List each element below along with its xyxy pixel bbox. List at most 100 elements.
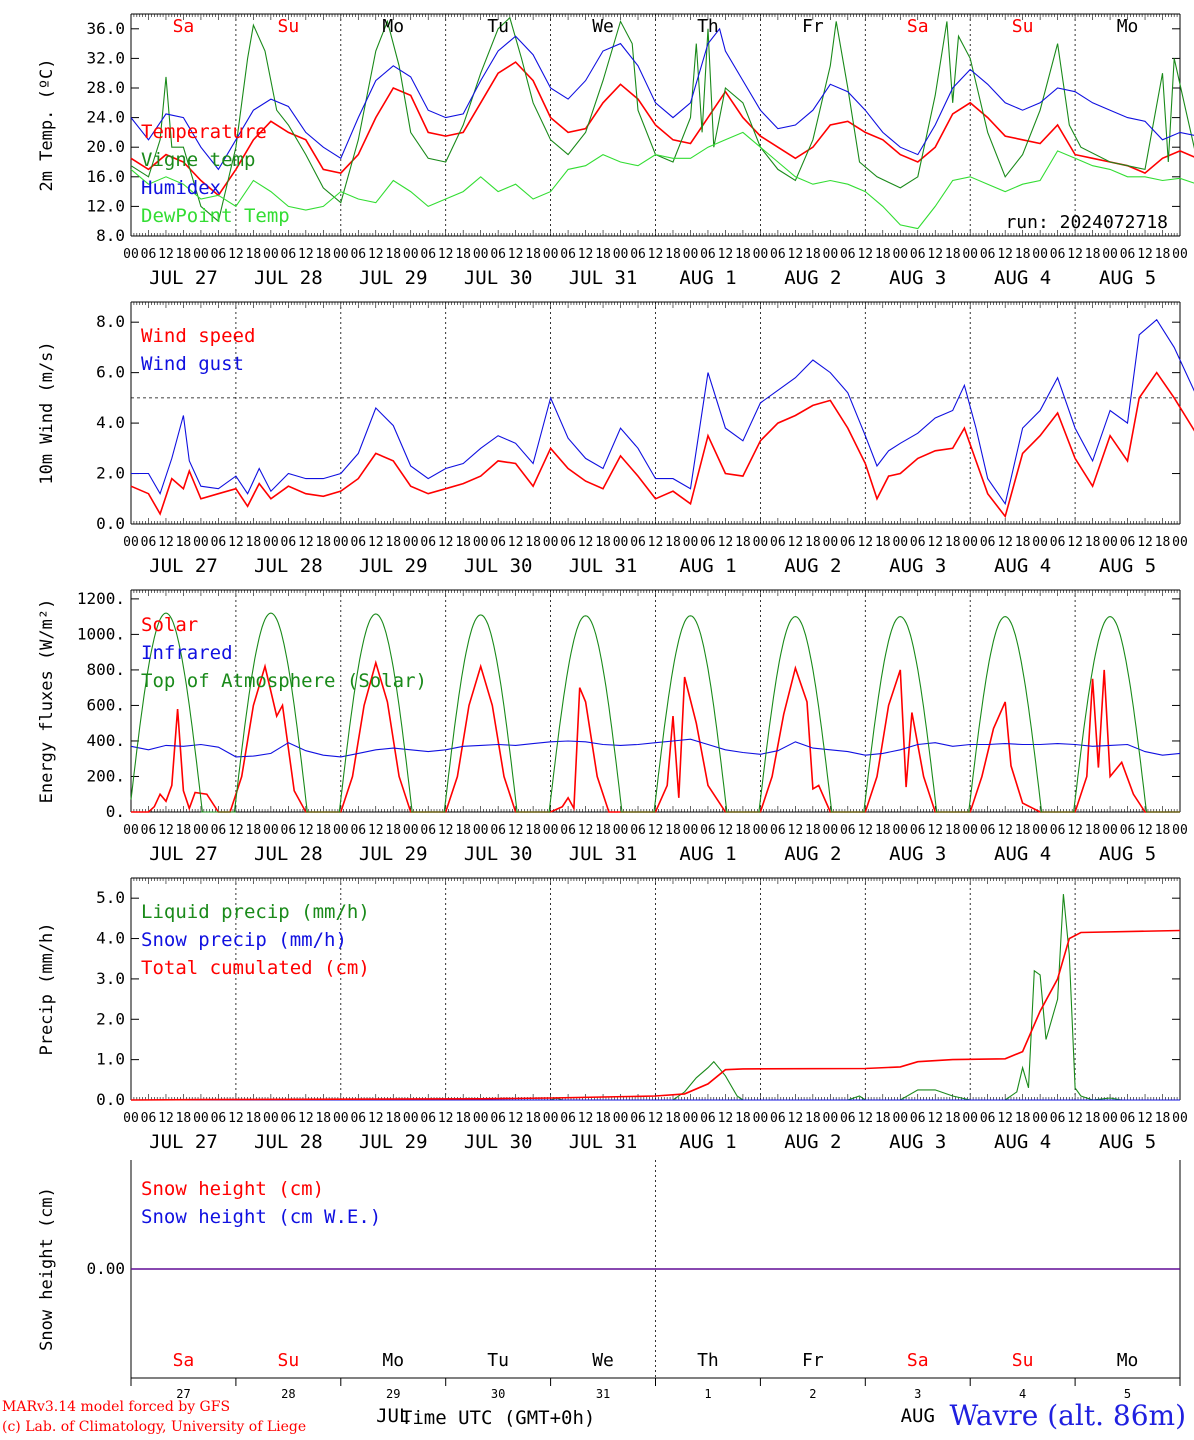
hour-tick-label: 12 xyxy=(438,1111,454,1126)
hour-tick-label: 00 xyxy=(473,823,489,838)
date-label: AUG 5 xyxy=(1099,1131,1156,1153)
hour-tick-label: 06 xyxy=(211,1111,227,1126)
hour-tick-label: 18 xyxy=(595,535,611,550)
y-tick-label: 0.00 xyxy=(86,1259,125,1278)
weekday-label: We xyxy=(592,16,614,37)
y-tick-label: 2.0 xyxy=(96,464,125,483)
hour-tick-label: 18 xyxy=(385,247,401,262)
hour-tick-label: 18 xyxy=(875,247,891,262)
hour-tick-label: 12 xyxy=(718,1111,734,1126)
y-axis-label: Energy fluxes (W/m²) xyxy=(37,599,57,804)
hour-tick-label: 00 xyxy=(962,247,978,262)
panel-3: 0. 200. 400. 600. 800. 1000. 1200. Energy fluxe… xyxy=(37,589,1188,865)
series-top-of-atmosphere-solar xyxy=(935,616,1076,813)
hour-tick-label: 06 xyxy=(770,823,786,838)
hour-tick-label: 00 xyxy=(333,535,349,550)
hour-tick-label: 18 xyxy=(455,535,471,550)
hour-tick-label: 12 xyxy=(228,247,244,262)
hour-tick-label: 00 xyxy=(473,247,489,262)
hour-tick-label: 00 xyxy=(263,1111,279,1126)
weekday-label: Mo xyxy=(382,16,404,37)
hour-tick-label: 18 xyxy=(1015,535,1031,550)
y-tick-label: 8.0 xyxy=(96,226,125,245)
hour-tick-label: 06 xyxy=(980,247,996,262)
hour-tick-label: 06 xyxy=(910,1111,926,1126)
hour-tick-label: 18 xyxy=(945,535,961,550)
date-label: AUG 2 xyxy=(784,555,841,577)
hour-tick-label: 18 xyxy=(525,823,541,838)
hour-tick-label: 18 xyxy=(735,247,751,262)
date-label: JUL 27 xyxy=(149,1131,218,1153)
hour-tick-label: 18 xyxy=(176,823,192,838)
hour-tick-label: 00 xyxy=(683,247,699,262)
hour-tick-label: 12 xyxy=(648,247,664,262)
hour-tick-label: 18 xyxy=(315,1111,331,1126)
hour-tick-label: 00 xyxy=(823,535,839,550)
hour-tick-label: 06 xyxy=(350,535,366,550)
hour-tick-label: 06 xyxy=(770,247,786,262)
hour-tick-label: 00 xyxy=(683,1111,699,1126)
y-tick-label: 0.0 xyxy=(96,1090,125,1109)
hour-tick-label: 18 xyxy=(805,535,821,550)
hour-tick-label: 00 xyxy=(543,535,559,550)
hour-tick-label: 00 xyxy=(333,247,349,262)
hour-tick-label: 06 xyxy=(980,1111,996,1126)
series-top-of-atmosphere-solar xyxy=(725,616,866,813)
series-total-cumulated-cm xyxy=(130,929,1181,1101)
hour-tick-label: 12 xyxy=(298,823,314,838)
day-number: 27 xyxy=(176,1387,190,1401)
hour-tick-label: 12 xyxy=(228,535,244,550)
y-tick-label: 2.0 xyxy=(96,1009,125,1028)
hour-tick-label: 12 xyxy=(1067,535,1083,550)
day-number: 5 xyxy=(1124,1387,1131,1401)
hour-tick-label: 12 xyxy=(298,1111,314,1126)
date-label: AUG 1 xyxy=(679,267,736,289)
hour-tick-label: 06 xyxy=(211,823,227,838)
hour-tick-label: 12 xyxy=(927,1111,943,1126)
day-number: 4 xyxy=(1019,1387,1026,1401)
hour-tick-label: 06 xyxy=(490,247,506,262)
hour-tick-label: 12 xyxy=(1137,823,1153,838)
hour-tick-label: 12 xyxy=(298,535,314,550)
y-axis-label: Snow height (cm) xyxy=(37,1187,57,1351)
date-label: AUG 4 xyxy=(994,1131,1051,1153)
y-tick-label: 400. xyxy=(86,731,125,750)
hour-tick-label: 06 xyxy=(281,1111,297,1126)
legend-entry: Top of Atmosphere (Solar) xyxy=(141,670,427,692)
hour-tick-label: 18 xyxy=(246,535,262,550)
hour-tick-label: 00 xyxy=(1172,247,1188,262)
date-label: AUG 1 xyxy=(679,555,736,577)
weekday-label: Fr xyxy=(802,1350,824,1371)
hour-tick-label: 12 xyxy=(508,1111,524,1126)
hour-tick-label: 00 xyxy=(193,535,209,550)
date-label: JUL 31 xyxy=(569,555,638,577)
hour-tick-label: 12 xyxy=(718,535,734,550)
date-label: JUL 31 xyxy=(569,267,638,289)
hour-tick-label: 18 xyxy=(1015,1111,1031,1126)
hour-tick-label: 18 xyxy=(1015,247,1031,262)
hour-tick-label: 06 xyxy=(560,1111,576,1126)
hour-tick-label: 00 xyxy=(683,535,699,550)
hour-tick-label: 12 xyxy=(368,1111,384,1126)
hour-tick-label: 12 xyxy=(1067,247,1083,262)
weekday-label: Th xyxy=(697,16,719,37)
legend-entry: Humidex xyxy=(141,177,221,199)
hour-tick-label: 18 xyxy=(176,1111,192,1126)
y-tick-label: 0.0 xyxy=(96,514,125,533)
legend-entry: Snow height (cm W.E.) xyxy=(141,1206,381,1228)
hour-tick-label: 00 xyxy=(892,247,908,262)
date-label: JUL 31 xyxy=(569,1131,638,1153)
hour-tick-label: 12 xyxy=(368,535,384,550)
date-label: JUL 30 xyxy=(464,555,533,577)
date-label: JUL 30 xyxy=(464,1131,533,1153)
hour-tick-label: 18 xyxy=(385,535,401,550)
hour-tick-label: 06 xyxy=(1050,247,1066,262)
date-label: JUL 27 xyxy=(149,555,218,577)
y-tick-label: 20.0 xyxy=(86,137,125,156)
hour-tick-label: 00 xyxy=(1102,1111,1118,1126)
hour-tick-label: 00 xyxy=(753,247,769,262)
series-liquid-precip-mm-h xyxy=(131,894,1180,1101)
hour-tick-label: 12 xyxy=(997,1111,1013,1126)
day-number: 1 xyxy=(704,1387,711,1401)
hour-tick-label: 18 xyxy=(385,823,401,838)
